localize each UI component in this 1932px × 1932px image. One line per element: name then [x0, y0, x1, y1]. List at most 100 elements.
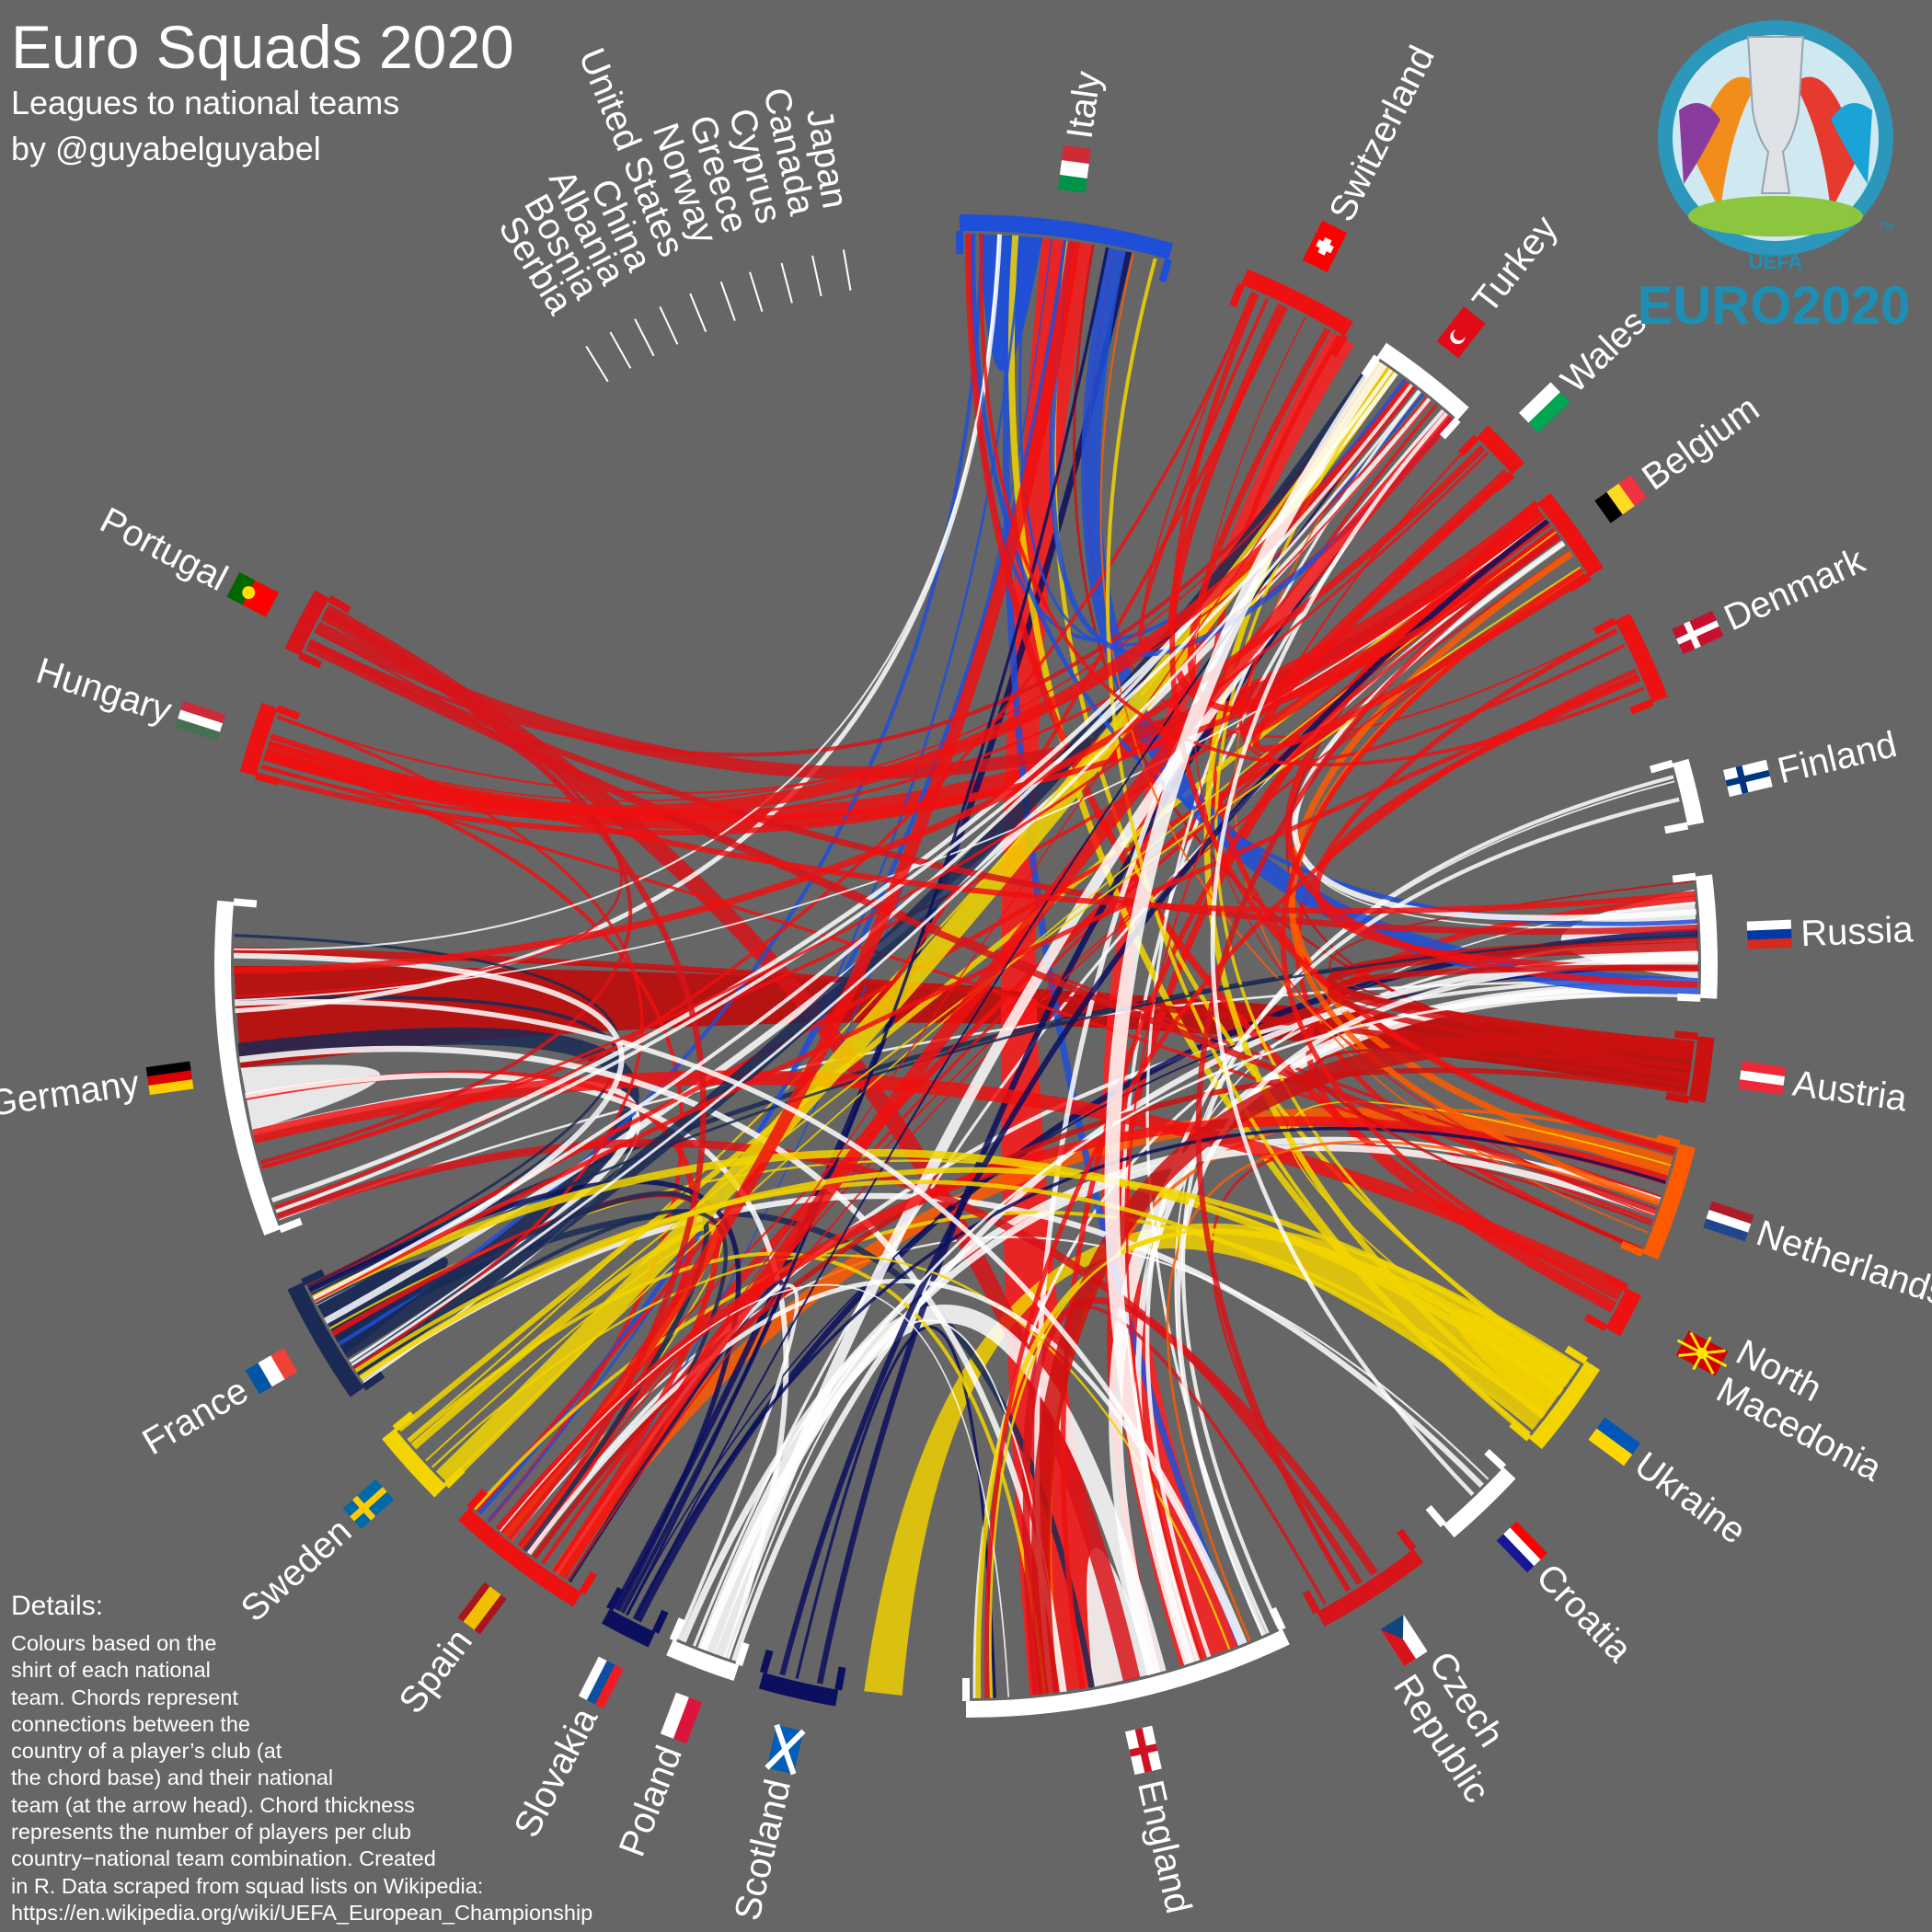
sector-tick-poland [669, 1617, 686, 1642]
chord-turkey-ukraine [1214, 368, 1575, 1377]
sector-tick-austria [1674, 1030, 1698, 1041]
minor-league-tick-canada [811, 255, 822, 297]
sector-label-russia: Russia [1746, 909, 1915, 954]
sector-label-text-ukraine: Ukraine [1627, 1444, 1754, 1552]
sector-label-text-hungary: Hungary [31, 650, 176, 731]
chord-russia-austria [1327, 964, 1699, 1071]
sector-tick-scotland [759, 1649, 774, 1674]
sector-label-hungary: Hungary [31, 650, 226, 742]
sector-tick-switzerland [1229, 282, 1246, 307]
chord-turkey-portugal [308, 362, 1385, 757]
finland-flag-icon [1722, 759, 1773, 798]
sector-arc-hungary [239, 702, 278, 776]
chord-germany-north-macedonia [252, 1070, 1627, 1296]
logo-cup [1746, 36, 1805, 194]
sector-arc-slovakia [601, 1608, 656, 1648]
north-macedonia-flag-icon [1675, 1330, 1729, 1376]
sector-label-france: France [136, 1348, 298, 1463]
sector-label-poland: Poland [612, 1692, 703, 1862]
chord-france-turkey [312, 368, 1393, 1301]
chord-russia-portugal [307, 639, 1698, 936]
sector-tick-wales [1492, 471, 1515, 493]
sector-tick-croatia [1484, 1448, 1507, 1470]
switzerland-flag-icon [1302, 220, 1348, 272]
scotland-flag-icon [765, 1723, 806, 1776]
chord-england-finland [1180, 775, 1674, 1629]
chord-spain-italy [477, 240, 1069, 1515]
sector-label-text-england: England [1130, 1777, 1199, 1917]
sector-tick-russia [1672, 872, 1696, 883]
belgium-flag-icon [1594, 475, 1648, 523]
sector-arc-england [965, 1629, 1290, 1718]
sector-arc-switzerland [1241, 269, 1353, 337]
author-byline: by @guyabelguyabel [11, 130, 321, 167]
hungary-flag-icon [175, 700, 226, 742]
minor-league-tick-bosnia [609, 331, 632, 369]
sector-tick-russia [1677, 993, 1701, 1002]
chord-germany-england [234, 998, 1248, 1645]
chord-germany-portugal [234, 629, 623, 998]
sector-arc-croatia [1443, 1466, 1516, 1538]
sector-tick-austria [1665, 1092, 1690, 1104]
sector-arc-denmark [1615, 613, 1668, 703]
chord-spain-england [500, 1283, 1010, 1697]
sector-tick-czech-republic [1397, 1528, 1417, 1552]
sector-tick-finland [1649, 759, 1674, 774]
chord-italy-slovakia [612, 251, 1133, 1611]
sector-arc-czech-republic [1317, 1548, 1424, 1627]
minor-league-tick-united-states [689, 293, 707, 333]
sector-tick-switzerland [1329, 334, 1348, 358]
chart-title: Euro Squads 2020 [11, 13, 514, 81]
chord-russia-france [316, 934, 1698, 1305]
chord-belgium-scotland [779, 518, 1549, 1676]
logo-swirl-purple [1679, 103, 1720, 184]
logo-grass [1688, 196, 1863, 236]
sector-label-text-denmark: Denmark [1719, 540, 1872, 639]
sector-label-text-russia: Russia [1800, 909, 1915, 954]
wales-flag-icon [1518, 382, 1570, 433]
chord-belgium-spain [567, 571, 1584, 1581]
sector-label-portugal: Portugal [94, 500, 279, 617]
chord-england-ukraine [989, 1228, 1572, 1698]
sector-label-text-finland: Finland [1774, 724, 1901, 791]
sector-label-text-spain: Spain [391, 1621, 480, 1720]
chord-turkey-spain [554, 411, 1455, 1580]
sector-arc-scotland [758, 1673, 839, 1707]
sector-label-text-slovakia: Slovakia [506, 1701, 605, 1844]
chord-germany-wales [261, 451, 1489, 1168]
sector-tick-spain [579, 1570, 597, 1595]
sector-tick-north-macedonia [1604, 1274, 1628, 1292]
sector-label-ukraine: Ukraine [1588, 1417, 1754, 1552]
chord-spain-slovakia [567, 1279, 785, 1614]
sector-arc-poland [666, 1639, 740, 1682]
minor-league-tick-china [659, 306, 679, 345]
sector-tick-france [301, 1269, 326, 1286]
sector-label-sweden: Sweden [234, 1478, 395, 1629]
chord-turkey-hungary [270, 367, 1389, 802]
chord-france-ukraine [359, 1167, 1579, 1381]
france-flag-icon [245, 1348, 298, 1395]
chord-turkey-england [1104, 358, 1387, 1665]
chord-germany-austria [234, 966, 1695, 1094]
sector-label-switzerland: Switzerland [1302, 40, 1443, 272]
sector-tick-portugal [298, 651, 323, 669]
russia-flag-icon [1746, 919, 1792, 949]
chord-russia-austria [1326, 941, 1698, 1054]
sector-tick-north-macedonia [1583, 1313, 1608, 1331]
sector-label-spain: Spain [391, 1581, 507, 1721]
sector-label-text-scotland: Scotland [727, 1776, 799, 1925]
sector-tick-czech-republic [1302, 1590, 1320, 1615]
sector-tick-slovakia [651, 1609, 669, 1634]
spain-flag-icon [457, 1581, 507, 1635]
ukraine-flag-icon [1588, 1417, 1641, 1466]
chord-belgium-czech-republic [1195, 533, 1560, 1593]
chord-england-denmark [983, 668, 1638, 1698]
chord-layer [233, 233, 1699, 1698]
logo-swirl-blue [1831, 103, 1872, 184]
minor-league-tick-cyprus [780, 262, 793, 304]
sector-arc-north-macedonia [1605, 1288, 1642, 1337]
sector-tick-denmark [1593, 617, 1617, 636]
